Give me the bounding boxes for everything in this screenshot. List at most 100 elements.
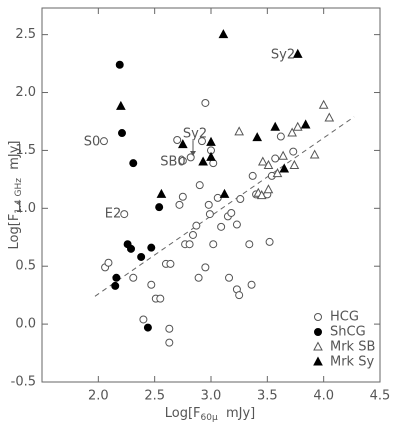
y-tick-label: 0.0: [15, 317, 36, 332]
point: [263, 159, 274, 169]
point: [111, 281, 120, 290]
point: [99, 137, 108, 146]
point: [147, 243, 156, 252]
point: [198, 156, 208, 166]
point: [156, 188, 167, 198]
point: [256, 190, 267, 200]
point: [278, 150, 288, 160]
point: [252, 132, 263, 142]
y-tick-label: -0.5: [11, 375, 36, 390]
point: [206, 136, 216, 146]
y-tick-label: 2.5: [15, 27, 36, 42]
point: [272, 168, 283, 178]
x-axis-label: Log[F60μ mJy]: [165, 406, 256, 423]
point: [104, 258, 113, 267]
point: [188, 230, 197, 239]
point: [206, 151, 216, 161]
fit-line: [94, 116, 355, 297]
point: [165, 338, 174, 347]
point: [175, 200, 184, 209]
point: [300, 119, 311, 129]
legend-marker: [314, 313, 322, 321]
x-tick-label: 4.5: [370, 389, 391, 404]
point: [155, 203, 164, 212]
point: [117, 129, 126, 138]
point: [177, 139, 188, 149]
point: [270, 121, 281, 131]
annotation: S0: [84, 135, 101, 150]
annotation: SB0: [160, 155, 185, 170]
point: [225, 273, 234, 282]
point: [289, 147, 298, 156]
x-tick-label: 2.0: [88, 389, 109, 404]
legend-marker: [313, 356, 323, 366]
point: [127, 244, 136, 253]
legend-marker: [314, 328, 322, 336]
x-tick-label: 4.0: [313, 389, 334, 404]
point: [178, 156, 187, 165]
x-tick-label: 3.0: [201, 389, 222, 404]
point: [236, 195, 245, 204]
point: [318, 99, 329, 109]
point: [156, 294, 165, 303]
y-tick-label: 2.0: [15, 85, 36, 100]
annotation: Sy2: [271, 48, 295, 63]
point: [279, 163, 290, 173]
annotation: Sy2: [183, 127, 207, 142]
point: [201, 263, 210, 272]
point: [112, 273, 121, 282]
legend-label: Mrk Sy: [330, 355, 374, 370]
y-axis-label: Log[F1.4 GHz mJy]: [7, 141, 24, 250]
legend-label: Mrk SB: [330, 340, 375, 355]
point: [116, 100, 126, 110]
point: [248, 171, 257, 180]
legend-marker: [313, 341, 323, 351]
point: [139, 315, 148, 324]
point: [137, 252, 146, 261]
point: [205, 210, 214, 219]
annotation-arrow-head: [190, 151, 196, 156]
point: [186, 153, 195, 162]
point: [197, 137, 206, 146]
legend-label: HCG: [330, 310, 359, 325]
x-tick-label: 2.5: [144, 389, 165, 404]
point: [247, 280, 256, 289]
point: [257, 156, 268, 166]
point: [271, 154, 280, 163]
point: [287, 127, 297, 137]
point: [309, 149, 320, 159]
point: [143, 323, 152, 332]
point: [178, 192, 187, 201]
point: [263, 184, 274, 194]
point: [166, 259, 175, 268]
point: [115, 60, 124, 69]
point: [185, 240, 194, 249]
point: [173, 136, 182, 144]
point: [292, 121, 303, 131]
point: [235, 291, 244, 300]
point: [201, 98, 210, 107]
point: [217, 222, 226, 231]
point: [218, 29, 229, 39]
y-tick-label: 1.5: [15, 143, 36, 158]
point: [232, 220, 241, 229]
point: [204, 200, 213, 209]
point: [209, 240, 218, 249]
point: [265, 237, 274, 246]
point: [192, 221, 201, 230]
annotation: E2: [105, 207, 122, 222]
point: [195, 181, 204, 190]
point: [194, 273, 203, 282]
x-tick-label: 3.5: [257, 389, 278, 404]
point: [120, 210, 129, 219]
point: [147, 280, 156, 289]
point: [276, 132, 285, 141]
point: [129, 273, 138, 282]
point: [292, 48, 303, 58]
point: [234, 126, 245, 136]
legend-label: ShCG: [330, 325, 366, 340]
point: [219, 188, 230, 198]
point: [324, 112, 335, 122]
y-tick-label: 0.5: [15, 259, 36, 274]
point: [129, 159, 138, 168]
